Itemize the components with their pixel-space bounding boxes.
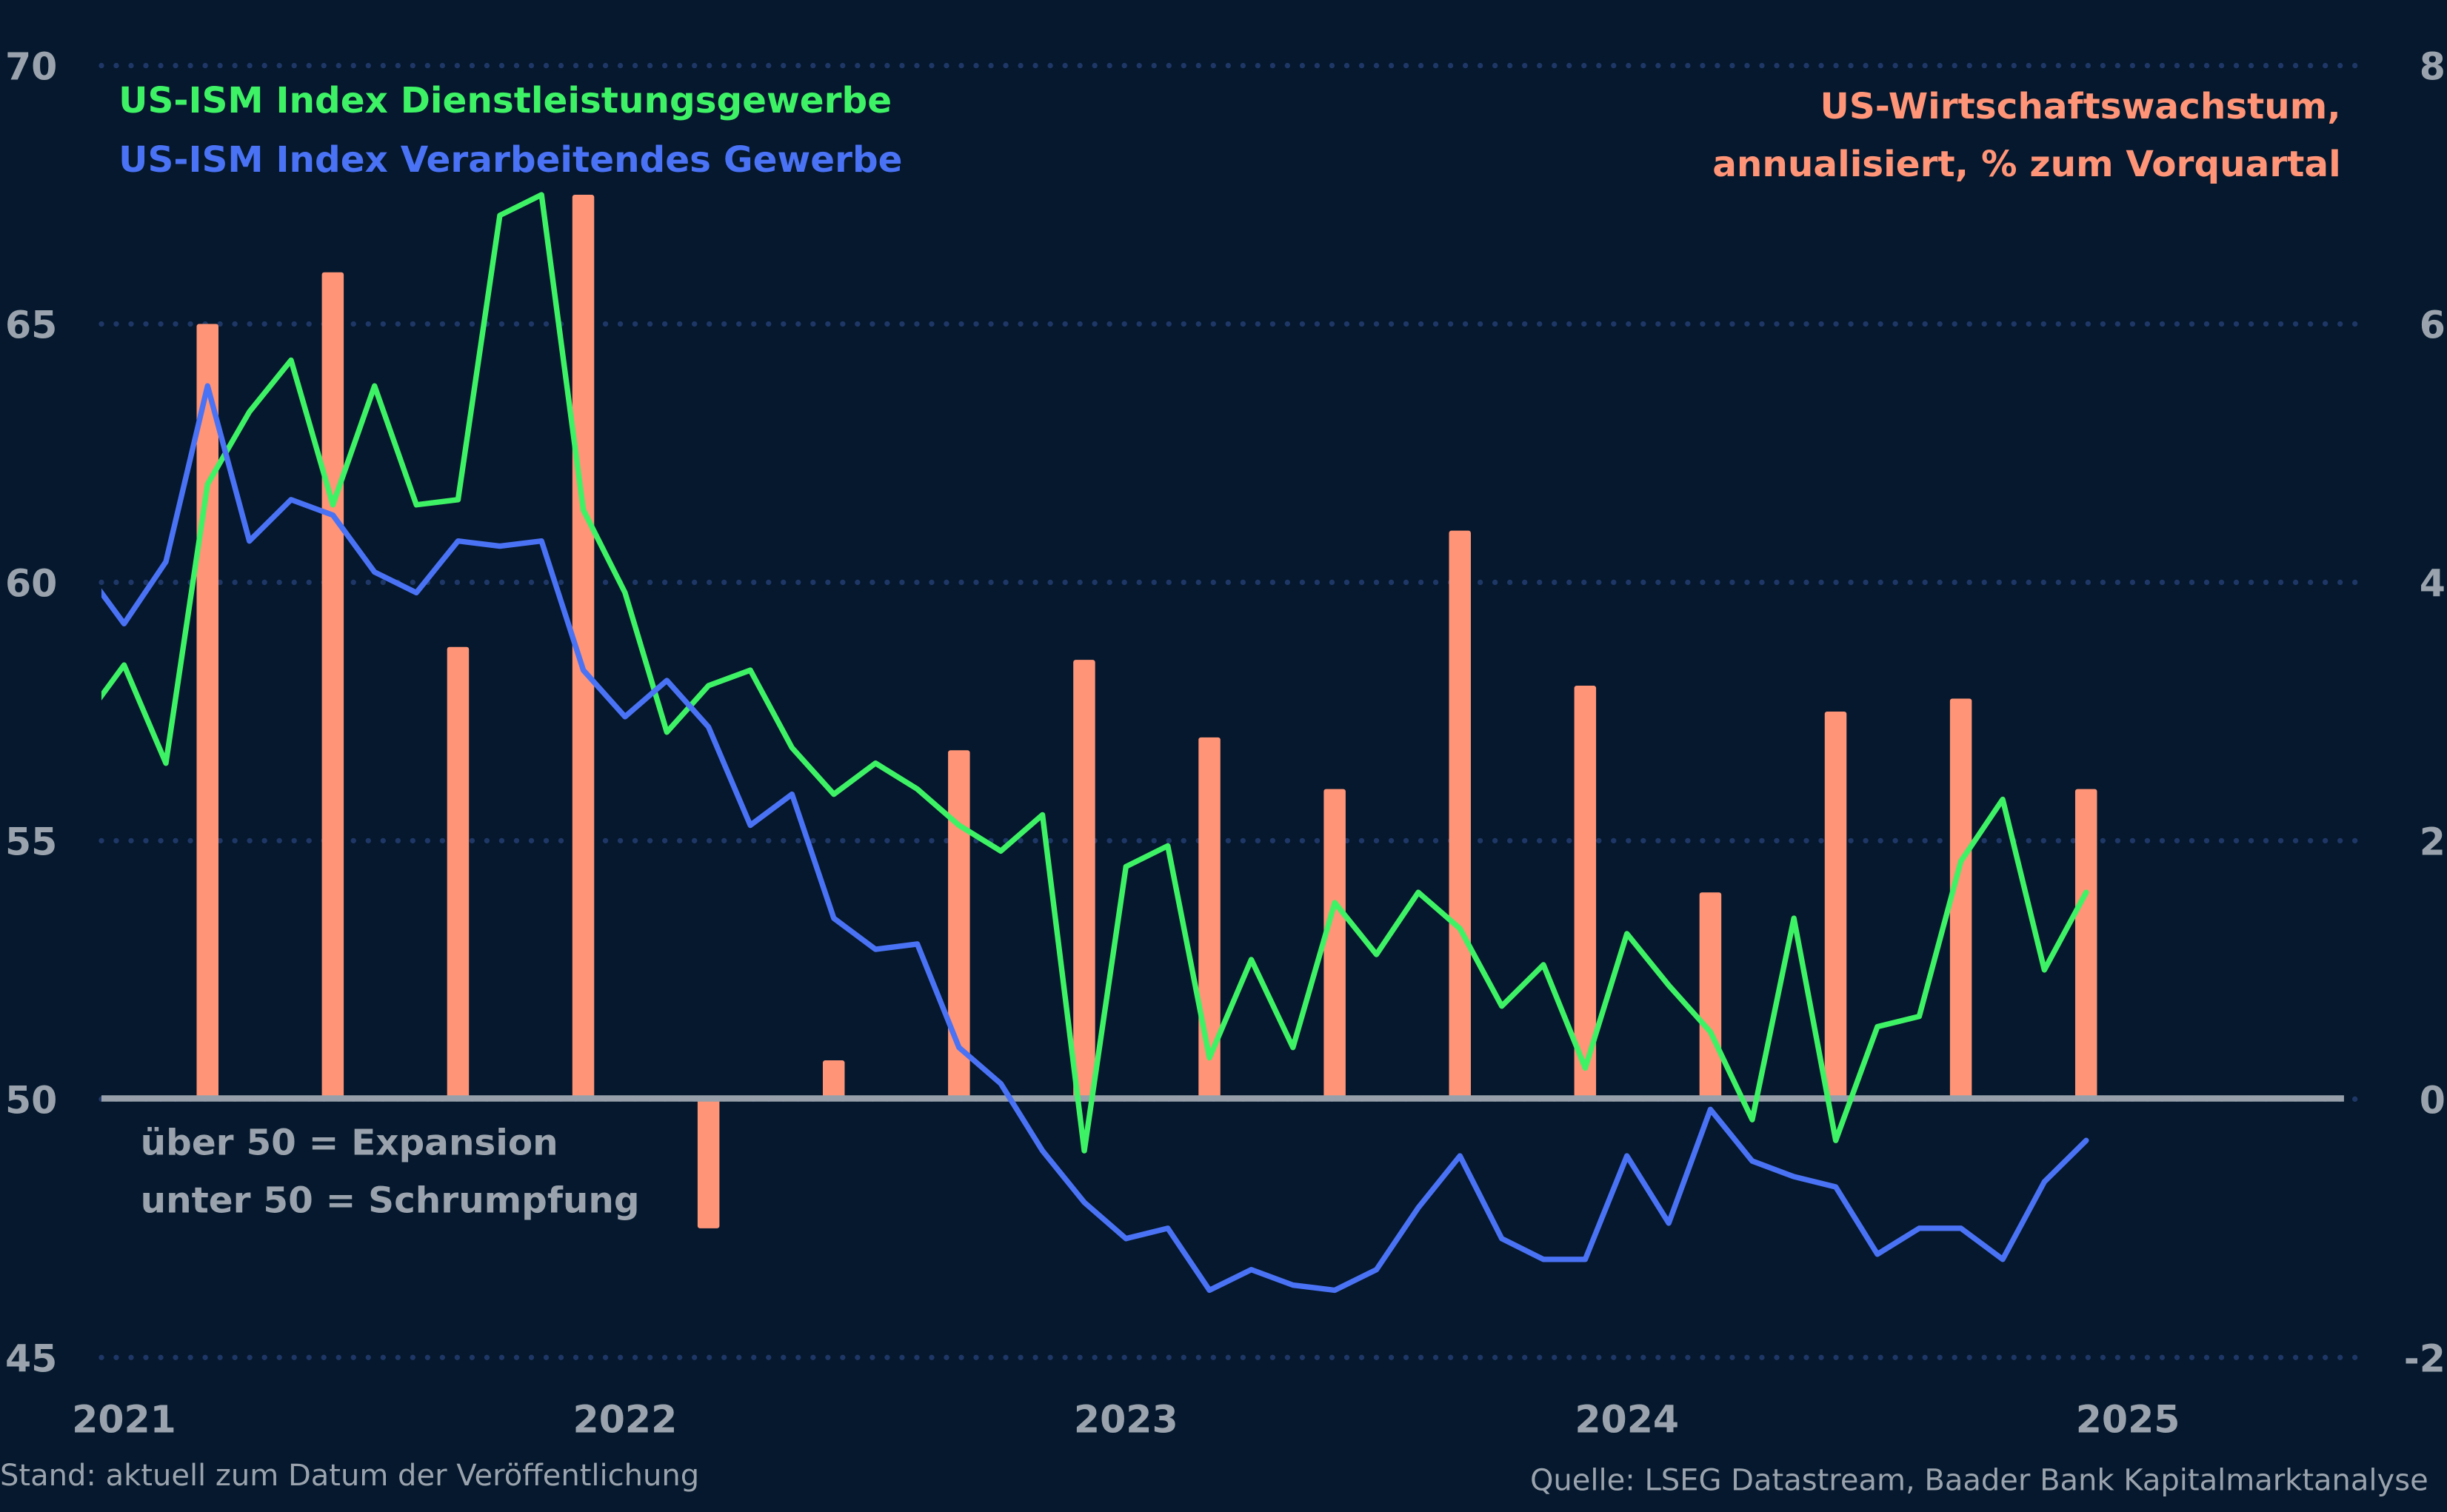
gdp-bars [196, 195, 2097, 1228]
gdp-bar [1824, 711, 1847, 1100]
gdp-bar [572, 195, 595, 1100]
legend-services: US-ISM Index Dienstleistungsgewerbe [118, 80, 892, 121]
gdp-bar [1574, 686, 1597, 1100]
gdp-bar [697, 1099, 720, 1228]
footer-source: Quelle: LSEG Datastream, Baader Bank Kap… [1530, 1463, 2428, 1497]
y-left-tick-label: 55 [5, 820, 57, 863]
grid [99, 62, 2360, 1360]
gdp-bar [1699, 892, 1722, 1100]
gdp-bar [447, 646, 470, 1100]
gdp-bar [1323, 789, 1346, 1100]
gdp-bar [196, 324, 218, 1100]
y-left-tick-label: 45 [5, 1337, 57, 1380]
annotation-contraction: unter 50 = Schrumpfung [141, 1180, 640, 1221]
manufacturing-line [101, 383, 2089, 1294]
services-line [101, 192, 2089, 1154]
y-left-tick-label: 65 [5, 303, 57, 347]
x-tick-label: 2022 [573, 1397, 678, 1441]
y-right-tick-label: 4 [2420, 561, 2446, 605]
annotation-expansion: über 50 = Expansion [141, 1122, 558, 1163]
gdp-bar [1949, 698, 1972, 1100]
y-right-tick-label: 0 [2420, 1078, 2446, 1122]
legend-manufacturing: US-ISM Index Verarbeitendes Gewerbe [118, 139, 902, 181]
gdp-bar [948, 750, 970, 1100]
y-axis-left: 45 50 55 60 65 70 [5, 45, 57, 1381]
y-right-tick-label: 8 [2420, 45, 2446, 89]
y-right-tick-label: -2 [2404, 1337, 2446, 1380]
x-axis: 2021 2022 2023 2024 2025 [72, 1397, 2180, 1441]
x-tick-label: 2024 [1575, 1397, 1679, 1441]
gdp-bar [321, 272, 344, 1100]
gdp-bar [1073, 660, 1095, 1100]
gdp-bar [2074, 789, 2097, 1100]
legend-gdp-line1: US-Wirtschaftswachstum, [1820, 86, 2341, 127]
y-axis-right: -2 0 2 4 6 8 [2404, 45, 2446, 1381]
x-tick-label: 2025 [2076, 1397, 2180, 1441]
y-left-tick-label: 70 [5, 45, 57, 89]
x-tick-label: 2021 [72, 1397, 176, 1441]
lines [101, 192, 2089, 1294]
y-right-tick-label: 6 [2420, 303, 2446, 347]
y-right-tick-label: 2 [2420, 820, 2446, 863]
gdp-bar [1449, 530, 1471, 1100]
x-tick-label: 2023 [1074, 1397, 1178, 1441]
gdp-bar [1198, 737, 1221, 1100]
legend-gdp-line2: annualisiert, % zum Vorquartal [1712, 144, 2340, 185]
y-left-tick-label: 50 [5, 1078, 57, 1122]
gdp-bar [822, 1060, 845, 1100]
y-left-tick-label: 60 [5, 561, 57, 605]
footer-status: Stand: aktuell zum Datum der Veröffentli… [0, 1459, 699, 1493]
